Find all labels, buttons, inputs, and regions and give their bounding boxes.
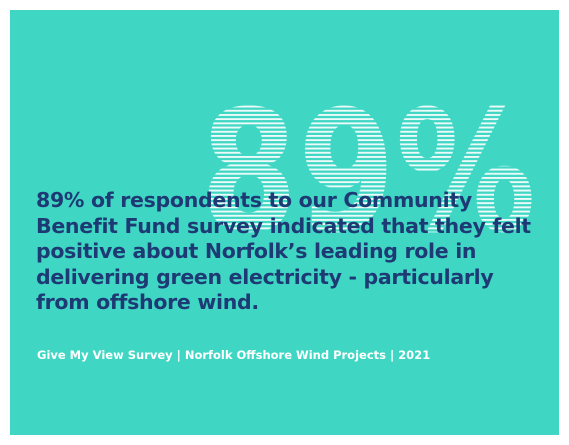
- big-percentage-graphic: 89%: [200, 72, 540, 242]
- source-caption: Give My View Survey | Norfolk Offshore W…: [37, 348, 431, 362]
- stat-card: 89% 89% of respondents to our Community …: [10, 10, 559, 435]
- big-stat-text: 89%: [200, 74, 536, 242]
- headline-text: 89% of respondents to our Community Bene…: [36, 188, 531, 314]
